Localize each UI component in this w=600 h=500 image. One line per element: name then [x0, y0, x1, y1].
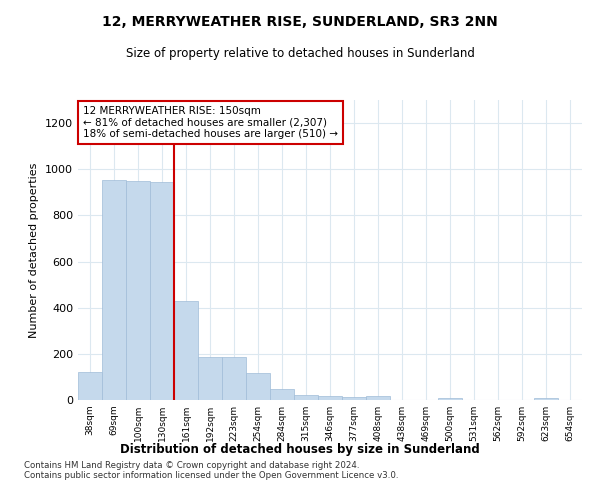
Y-axis label: Number of detached properties: Number of detached properties — [29, 162, 40, 338]
Bar — [126, 181, 150, 400]
Bar — [294, 395, 318, 400]
Bar — [318, 396, 342, 400]
Bar — [174, 301, 198, 400]
Bar — [270, 389, 294, 400]
Text: Size of property relative to detached houses in Sunderland: Size of property relative to detached ho… — [125, 48, 475, 60]
Bar — [342, 396, 366, 400]
Bar — [246, 374, 270, 400]
Bar — [150, 182, 174, 400]
Text: Contains HM Land Registry data © Crown copyright and database right 2024.
Contai: Contains HM Land Registry data © Crown c… — [24, 460, 398, 480]
Text: 12, MERRYWEATHER RISE, SUNDERLAND, SR3 2NN: 12, MERRYWEATHER RISE, SUNDERLAND, SR3 2… — [102, 15, 498, 29]
Bar — [78, 372, 102, 400]
Bar — [438, 398, 462, 400]
Bar — [222, 358, 246, 400]
Bar — [366, 396, 390, 400]
Bar — [198, 358, 222, 400]
Bar — [534, 398, 558, 400]
Bar — [102, 180, 126, 400]
Text: Distribution of detached houses by size in Sunderland: Distribution of detached houses by size … — [120, 442, 480, 456]
Text: 12 MERRYWEATHER RISE: 150sqm
← 81% of detached houses are smaller (2,307)
18% of: 12 MERRYWEATHER RISE: 150sqm ← 81% of de… — [83, 106, 338, 139]
